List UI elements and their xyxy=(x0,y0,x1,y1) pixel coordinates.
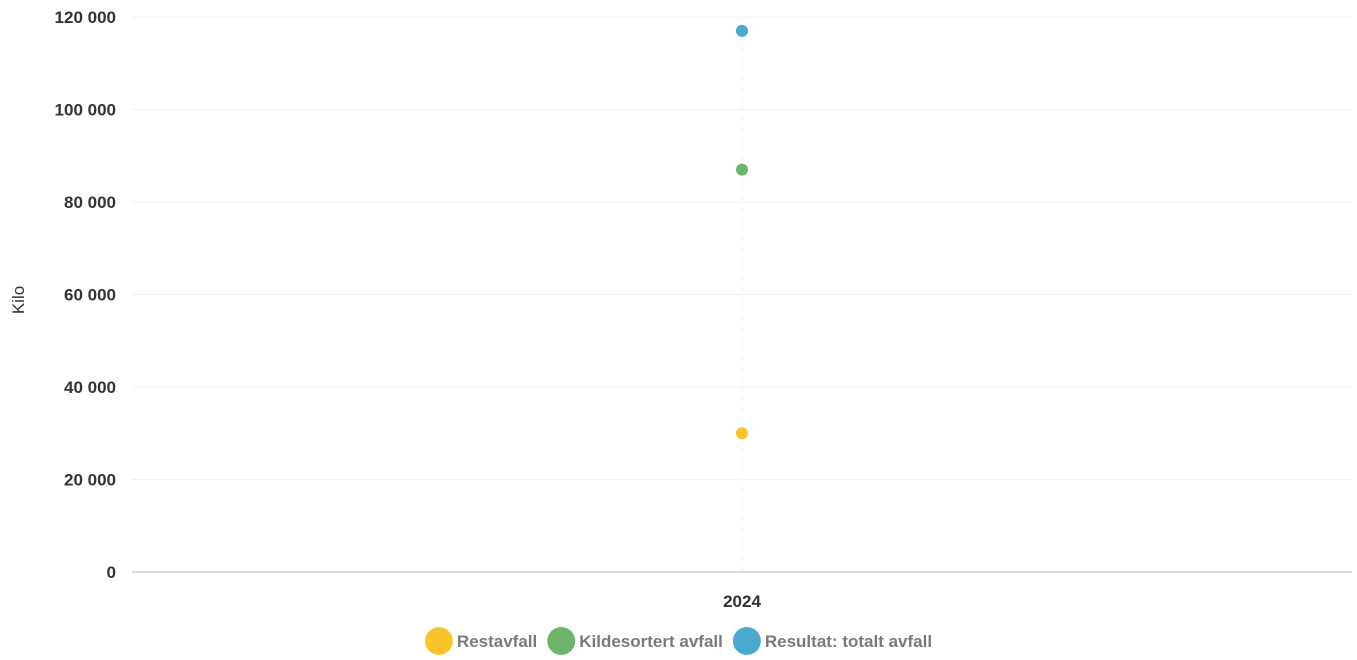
x-axis-ticks: 2024 xyxy=(723,592,761,611)
data-point-series-0-0[interactable] xyxy=(736,427,748,440)
legend: Restavfall Kildesortert avfall Resultat: t… xyxy=(424,627,932,655)
y-tick-label-2: 40 000 xyxy=(64,378,116,397)
legend-label-1: Kildesortert avfall xyxy=(579,632,723,651)
data-point-series-2-0[interactable] xyxy=(736,24,748,37)
x-tick-label-0: 2024 xyxy=(723,592,761,611)
legend-marker-2 xyxy=(732,627,761,655)
y-tick-label-6: 120 000 xyxy=(55,8,116,27)
y-tick-label-1: 20 000 xyxy=(64,471,116,490)
legend-marker-1 xyxy=(547,627,576,655)
data-point-series-1-0[interactable] xyxy=(736,163,748,176)
grid-lines xyxy=(132,16,1352,573)
data-points xyxy=(736,24,748,440)
y-axis-title: Kilo xyxy=(9,286,28,314)
legend-item-0[interactable]: Restavfall xyxy=(424,627,537,655)
legend-label-2: Resultat: totalt avfall xyxy=(765,632,932,651)
y-tick-label-3: 60 000 xyxy=(64,286,116,305)
y-tick-label-4: 80 000 xyxy=(64,193,116,212)
y-tick-label-5: 100 000 xyxy=(55,101,116,120)
y-axis-ticks: 0 20 000 40 000 60 000 80 000 100 000 120 000 xyxy=(55,8,116,582)
legend-item-1[interactable]: Kildesortert avfall xyxy=(547,627,723,655)
legend-item-2[interactable]: Resultat: totalt avfall xyxy=(732,627,932,655)
legend-marker-0 xyxy=(424,627,453,655)
legend-label-0: Restavfall xyxy=(457,632,537,651)
y-tick-label-0: 0 xyxy=(107,563,116,582)
